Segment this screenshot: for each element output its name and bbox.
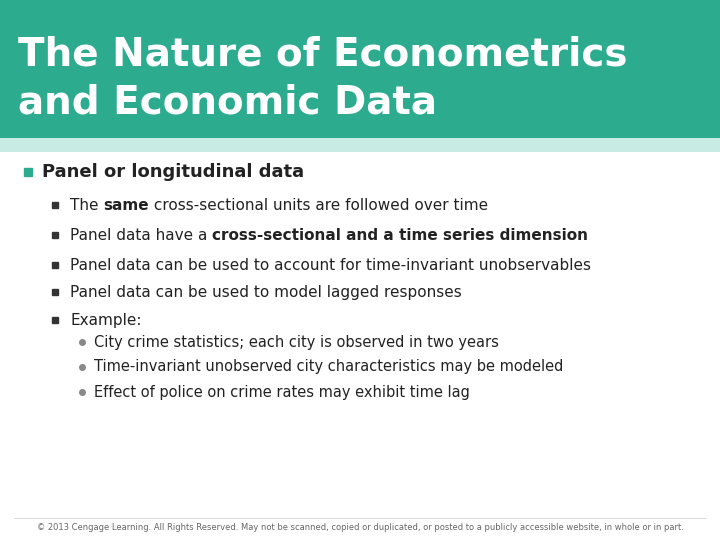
Text: same: same (104, 198, 149, 213)
Text: Effect of police on crime rates may exhibit time lag: Effect of police on crime rates may exhi… (94, 384, 470, 400)
Text: The: The (70, 198, 104, 213)
Text: Panel data have a: Panel data have a (70, 227, 212, 242)
Text: Panel data can be used to account for time-invariant unobservables: Panel data can be used to account for ti… (70, 258, 591, 273)
Text: cross-sectional and a time series dimension: cross-sectional and a time series dimens… (212, 227, 588, 242)
Text: Example:: Example: (70, 313, 142, 327)
Text: Panel data can be used to model lagged responses: Panel data can be used to model lagged r… (70, 285, 462, 300)
Text: © 2013 Cengage Learning. All Rights Reserved. May not be scanned, copied or dupl: © 2013 Cengage Learning. All Rights Rese… (37, 523, 683, 532)
Text: cross-sectional units are followed over time: cross-sectional units are followed over … (149, 198, 488, 213)
Bar (0, 0, 720, 140)
Text: The Nature of Econometrics: The Nature of Econometrics (18, 36, 628, 74)
Text: City crime statistics; each city is observed in two years: City crime statistics; each city is obse… (94, 334, 499, 349)
Bar (0, 138, 720, 152)
Text: and Economic Data: and Economic Data (18, 83, 437, 121)
Text: Time-invariant unobserved city characteristics may be modeled: Time-invariant unobserved city character… (94, 360, 563, 375)
Text: Panel or longitudinal data: Panel or longitudinal data (42, 163, 304, 181)
